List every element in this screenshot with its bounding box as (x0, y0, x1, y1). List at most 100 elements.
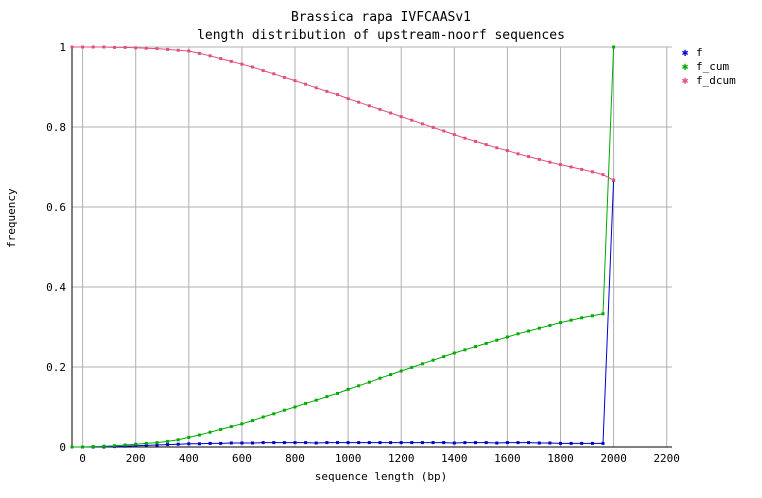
chart-subtitle: length distribution of upstream-noorf se… (197, 28, 565, 43)
data-point (399, 369, 403, 373)
data-point (102, 444, 106, 448)
data-point (516, 441, 520, 445)
data-point (431, 441, 435, 445)
data-point (282, 75, 286, 79)
data-point (389, 441, 393, 445)
series-f (70, 178, 616, 449)
data-point (187, 442, 191, 446)
data-point (282, 441, 286, 445)
data-point (452, 441, 456, 445)
data-point (346, 387, 350, 391)
data-point (166, 443, 170, 447)
data-point (505, 149, 509, 153)
data-point (463, 348, 467, 352)
x-tick-label: 0 (79, 452, 86, 465)
data-point (314, 441, 318, 445)
data-point (420, 362, 424, 366)
data-point (346, 97, 350, 101)
x-tick-label: 1400 (441, 452, 468, 465)
data-point (293, 79, 297, 83)
axes (71, 47, 672, 448)
data-point (548, 441, 552, 445)
data-point (325, 395, 329, 399)
series-line (72, 180, 615, 448)
data-point (144, 46, 148, 50)
data-point (431, 358, 435, 362)
data-point (452, 351, 456, 355)
legend-marker-icon: ✱ (681, 46, 689, 59)
data-point (144, 443, 148, 447)
data-point (580, 441, 584, 445)
data-point (495, 146, 499, 150)
legend-label: f_cum (696, 60, 730, 73)
y-tick-label: 1 (59, 41, 66, 54)
data-point (240, 422, 244, 426)
data-point (346, 441, 350, 445)
data-point (484, 441, 488, 445)
data-point (314, 398, 318, 402)
data-point (155, 443, 159, 447)
data-point (166, 47, 170, 51)
data-point (516, 332, 520, 336)
data-point (219, 427, 223, 431)
data-point (102, 45, 106, 49)
data-point (134, 442, 138, 446)
data-point (601, 173, 605, 177)
data-point (304, 401, 308, 405)
series-f-cum (70, 45, 616, 449)
legend-label: f (696, 46, 703, 59)
data-point (70, 45, 74, 49)
y-tick-label: 0.8 (46, 121, 66, 134)
data-point (442, 441, 446, 445)
x-tick-label: 2000 (600, 452, 627, 465)
data-point (197, 442, 201, 446)
y-axis-label: frequency (5, 188, 18, 248)
data-point (559, 163, 562, 167)
data-point (176, 438, 180, 442)
data-point (251, 441, 254, 445)
data-point (580, 316, 584, 320)
data-point (91, 445, 95, 449)
data-point (367, 104, 371, 108)
data-point (569, 165, 573, 169)
data-point (357, 100, 361, 104)
data-point (410, 365, 414, 369)
data-point (197, 433, 201, 437)
y-tick-label: 0.4 (46, 281, 66, 294)
x-tick-label: 800 (285, 452, 305, 465)
data-point (537, 326, 541, 330)
legend-marker-icon: ✱ (681, 60, 689, 73)
data-point (420, 122, 424, 126)
data-point (431, 125, 435, 129)
data-point (537, 441, 541, 445)
series-group (70, 45, 616, 449)
y-tick-label: 0 (59, 441, 66, 454)
data-point (272, 72, 276, 76)
y-tick-label: 0.2 (46, 361, 66, 374)
data-point (272, 441, 276, 445)
data-point (590, 441, 594, 445)
data-point (123, 45, 127, 49)
series-f-dcum (70, 45, 616, 182)
x-tick-label: 1200 (388, 452, 415, 465)
data-point (601, 312, 605, 316)
data-point (389, 373, 393, 377)
data-point (155, 441, 159, 445)
data-point (240, 441, 244, 445)
legend-marker-icon: ✱ (681, 74, 689, 87)
data-point (495, 338, 499, 342)
data-point (410, 441, 414, 445)
data-point (251, 419, 254, 423)
data-point (325, 89, 329, 93)
data-point (219, 441, 223, 445)
data-point (569, 318, 573, 322)
data-point (357, 441, 361, 445)
data-point (272, 412, 276, 416)
data-point (474, 345, 477, 349)
x-axis-label: sequence length (bp) (314, 470, 448, 483)
data-point (336, 93, 339, 97)
data-point (336, 391, 339, 395)
data-point (208, 441, 212, 445)
data-point (559, 441, 562, 445)
